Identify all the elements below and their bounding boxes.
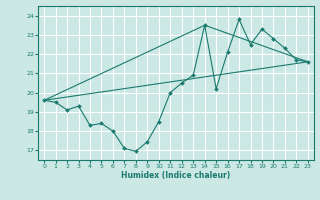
X-axis label: Humidex (Indice chaleur): Humidex (Indice chaleur) bbox=[121, 171, 231, 180]
